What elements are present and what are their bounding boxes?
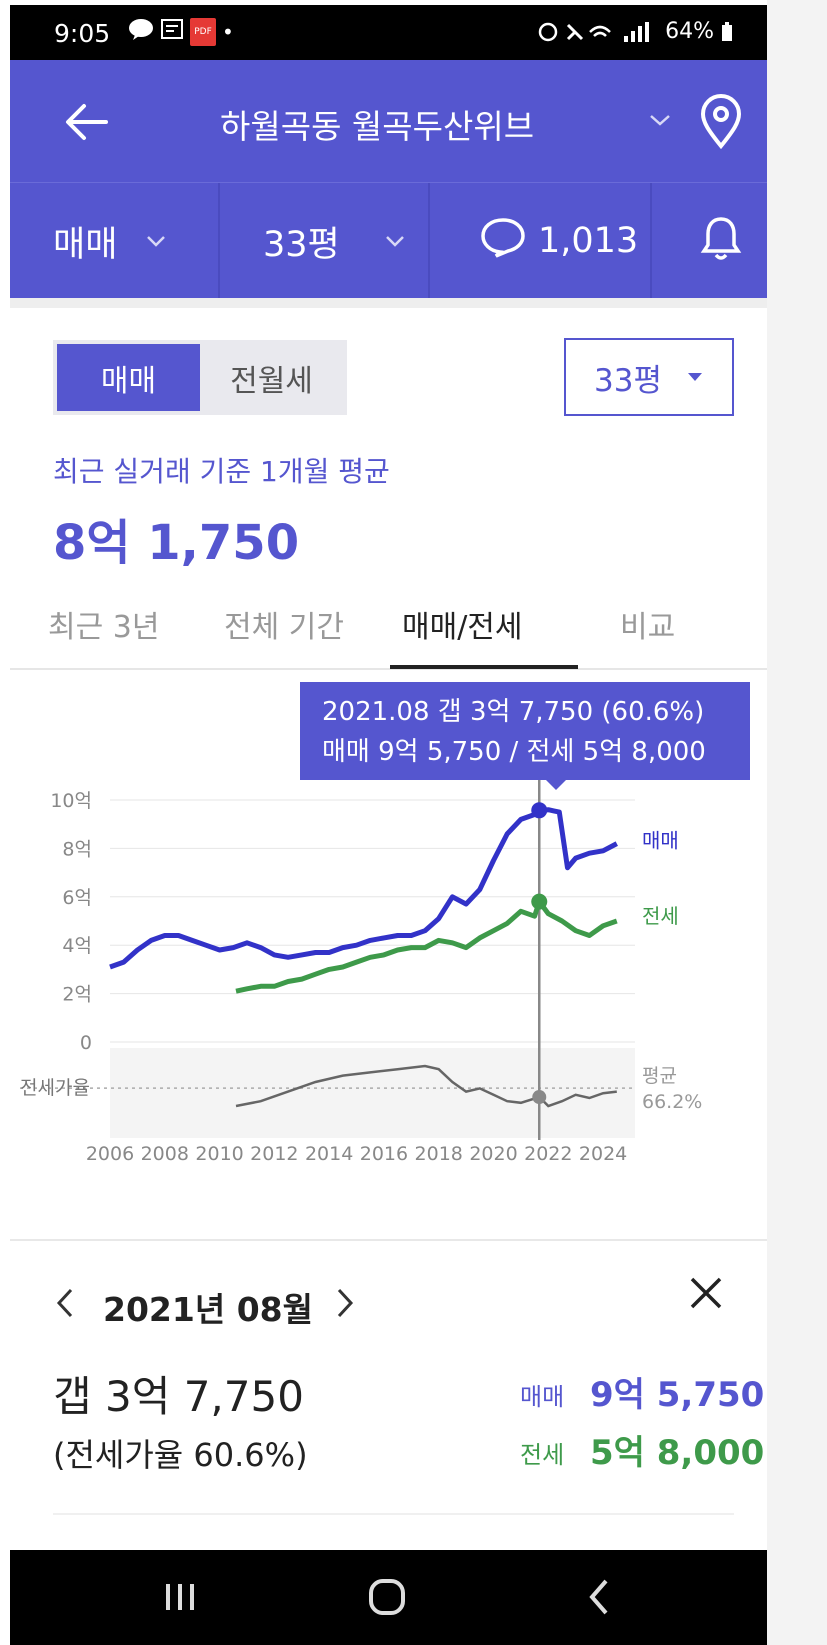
tab-compare[interactable]: 비교 xyxy=(620,610,676,645)
ratio-panel-background xyxy=(110,1048,635,1138)
x-tick-label: 2006 xyxy=(86,1143,134,1165)
detail-rent-value: 5억 8,000 xyxy=(590,1433,765,1473)
battery-icon xyxy=(722,22,732,41)
detail-month: 2021년 08월 xyxy=(103,1290,313,1329)
ratio-average-value: 66.2% xyxy=(642,1091,702,1113)
section-divider xyxy=(10,298,767,308)
ratio-average-label: 평균 xyxy=(642,1065,677,1087)
title-row: 하월곡동 월곡두산위브 xyxy=(10,60,767,182)
divider xyxy=(650,183,652,299)
highlight-point-rent xyxy=(531,893,548,910)
series-ratio-line xyxy=(235,1064,617,1108)
y-tick-label: 2억 xyxy=(62,984,92,1006)
price-chart[interactable]: 10억 8억 6억 4억 2억 0 전세가율 평균 66.2% 2006 2008 2010 2012 2… xyxy=(10,670,767,1225)
back-icon[interactable] xyxy=(570,1572,630,1622)
notification-icons: PDF • xyxy=(128,17,234,46)
tab-all-period[interactable]: 전체 기간 xyxy=(224,610,344,645)
status-dot: • xyxy=(222,19,234,44)
comment-bubble-icon xyxy=(480,216,526,267)
caret-down-icon xyxy=(686,367,704,388)
status-bar: 9:05 PDF • 64% xyxy=(10,5,767,60)
chevron-down-icon xyxy=(145,229,167,254)
mute-icon xyxy=(567,23,584,41)
detail-divider xyxy=(53,1513,734,1515)
chart-tooltip: 2021.08 갭 3억 7,750 (60.6%) 매매 9억 5,750 /… xyxy=(300,682,750,790)
deal-type-select[interactable]: 매매 xyxy=(53,183,167,299)
x-tick-label: 2022 xyxy=(524,1143,572,1165)
x-tick-label: 2018 xyxy=(415,1143,463,1165)
tooltip-line-1: 2021.08 갭 3억 7,750 (60.6%) xyxy=(322,697,705,727)
average-value: 8억 1,750 xyxy=(53,515,300,571)
tooltip-line-2: 매매 9억 5,750 / 전세 5억 8,000 xyxy=(322,737,706,767)
period-tabs: 최근 3년 전체 기간 매매/전세 비교 xyxy=(10,570,767,670)
toggle-sale[interactable]: 매매 xyxy=(57,344,200,411)
jeonse-ratio-value: (전세가율 60.6%) xyxy=(53,1436,308,1474)
home-icon[interactable] xyxy=(357,1572,417,1622)
filter-row: 매매 33평 1,013 xyxy=(10,182,767,299)
title-chevron-down-icon[interactable] xyxy=(648,106,672,134)
back-arrow-icon[interactable] xyxy=(60,94,116,150)
detail-sale-value: 9억 5,750 xyxy=(590,1375,765,1415)
divider xyxy=(428,183,430,299)
x-tick-label: 2010 xyxy=(195,1143,243,1165)
toggle-rent[interactable]: 전월세 xyxy=(230,363,313,399)
comments-button[interactable]: 1,013 xyxy=(480,183,638,299)
month-navigator: 2021년 08월 xyxy=(53,1283,363,1331)
tab-recent-3y[interactable]: 최근 3년 xyxy=(48,610,160,645)
battery-text: 64% xyxy=(665,19,714,44)
y-tick-label: 8억 xyxy=(62,838,92,860)
phone-screen: 9:05 PDF • 64% xyxy=(10,5,767,1645)
section-divider xyxy=(10,1239,767,1241)
x-tick-label: 2020 xyxy=(469,1143,517,1165)
series-sale-label: 매매 xyxy=(642,829,679,853)
bell-icon[interactable] xyxy=(700,215,742,263)
average-label: 최근 실거래 기준 1개월 평균 xyxy=(53,455,390,488)
chevron-right-icon[interactable] xyxy=(333,1286,363,1329)
x-tick-label: 2008 xyxy=(141,1143,189,1165)
recent-apps-icon[interactable] xyxy=(150,1572,210,1622)
y-tick-label: 4억 xyxy=(62,935,92,957)
highlight-point-sale xyxy=(531,802,548,819)
chat-bubble-icon xyxy=(128,17,154,46)
status-right: 64% xyxy=(538,19,733,44)
size-select[interactable]: 33평 xyxy=(263,183,406,299)
ratio-axis-label: 전세가율 xyxy=(20,1077,90,1099)
active-tab-indicator xyxy=(390,665,578,669)
right-gutter xyxy=(767,0,827,1645)
detail-rent-label: 전세 xyxy=(520,1441,565,1469)
x-tick-label: 2014 xyxy=(305,1143,353,1165)
status-time: 9:05 xyxy=(54,19,111,48)
y-tick-label: 6억 xyxy=(62,887,92,909)
x-tick-label: 2016 xyxy=(360,1143,408,1165)
wifi-icon xyxy=(589,25,611,37)
location-pin-icon[interactable] xyxy=(698,94,744,150)
size-label: 33평 xyxy=(263,224,340,265)
highlight-point-ratio xyxy=(532,1090,547,1105)
deal-type-label: 매매 xyxy=(53,224,118,265)
y-tick-label: 0 xyxy=(80,1032,92,1054)
alarm-icon xyxy=(538,22,558,42)
gap-value: 갭 3억 7,750 xyxy=(53,1372,304,1421)
chevron-down-icon xyxy=(384,229,406,254)
deal-type-toggle: 매매 전월세 xyxy=(53,340,347,415)
x-tick-label: 2012 xyxy=(250,1143,298,1165)
pdf-icon: PDF xyxy=(190,17,216,46)
apartment-title[interactable]: 하월곡동 월곡두산위브 xyxy=(220,107,535,146)
chevron-left-icon[interactable] xyxy=(53,1286,83,1329)
series-rent-label: 전세 xyxy=(642,904,679,928)
app-header: 하월곡동 월곡두산위브 매매 33평 xyxy=(10,60,767,299)
series-rent-line xyxy=(235,899,618,994)
app-icon xyxy=(160,17,184,46)
divider xyxy=(218,183,220,299)
close-icon[interactable] xyxy=(688,1275,724,1321)
size-dropdown[interactable]: 33평 xyxy=(564,338,734,416)
x-tick-label: 2024 xyxy=(579,1143,627,1165)
system-nav-bar xyxy=(10,1550,767,1645)
size-dropdown-label: 33평 xyxy=(594,362,662,399)
y-tick-label: 10억 xyxy=(50,790,92,812)
comment-count: 1,013 xyxy=(538,221,639,261)
tab-sale-rent[interactable]: 매매/전세 xyxy=(402,610,523,645)
detail-sale-label: 매매 xyxy=(520,1383,565,1411)
series-sale-line xyxy=(109,807,618,970)
